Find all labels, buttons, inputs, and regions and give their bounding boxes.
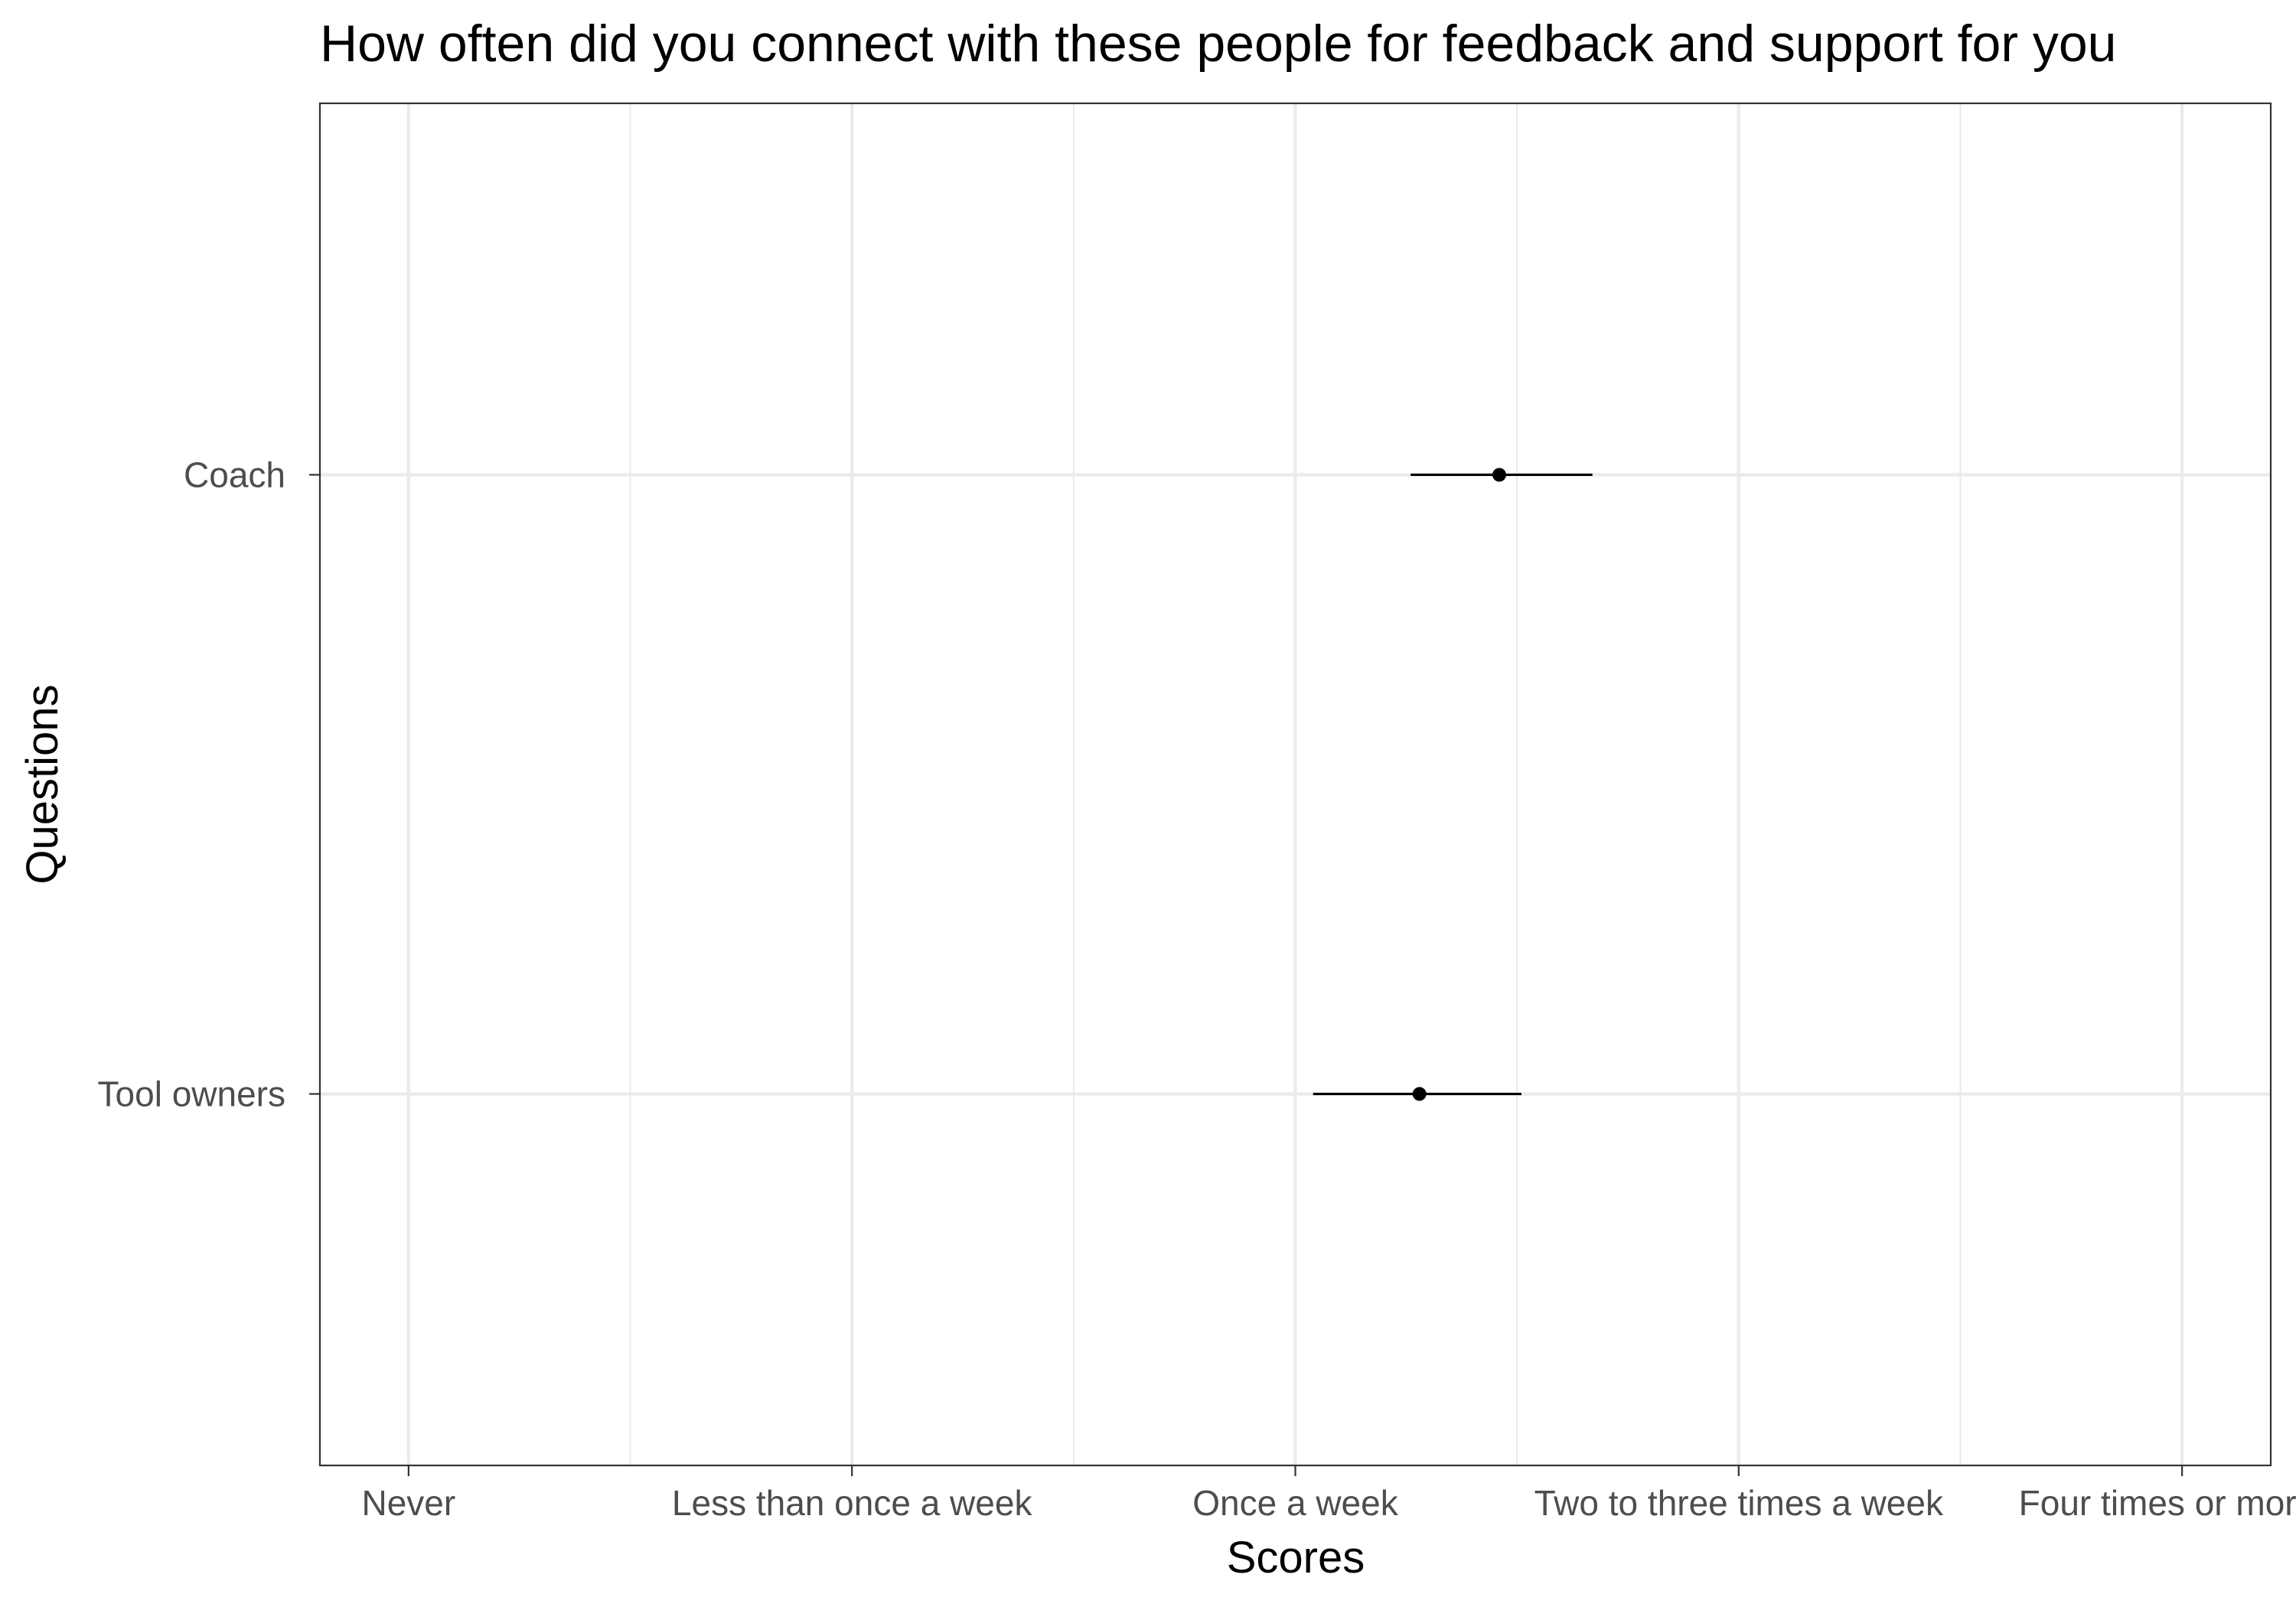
- y-axis-ticks: [309, 474, 320, 1095]
- point-estimate: [1412, 1087, 1427, 1101]
- point-estimate: [1492, 468, 1506, 482]
- x-tick-label: Two to three times a week: [1534, 1483, 1944, 1523]
- x-axis-tick-labels: Never Less than once a week Once a week Two…: [362, 1483, 2296, 1523]
- major-x-gridlines: [406, 103, 2184, 1465]
- x-tick-label: Once a week: [1192, 1483, 1398, 1523]
- x-tick-label: Less than once a week: [672, 1483, 1033, 1523]
- y-axis-tick-labels: Coach Tool owners: [98, 455, 285, 1113]
- point-estimates: [1412, 468, 1506, 1101]
- y-tick-label: Tool owners: [98, 1074, 285, 1114]
- y-tick-label: Coach: [184, 455, 285, 494]
- major-y-gridlines: [320, 473, 2271, 1096]
- y-axis-title: Questions: [18, 684, 67, 884]
- x-tick-label: Never: [362, 1483, 456, 1523]
- chart-title: How often did you connect with these peo…: [320, 15, 2117, 73]
- x-tick-label: Four times or more a: [2019, 1483, 2296, 1523]
- x-axis-ticks: [407, 1465, 2183, 1476]
- x-axis-title: Scores: [1227, 1533, 1365, 1583]
- minor-x-gridlines: [629, 103, 1962, 1465]
